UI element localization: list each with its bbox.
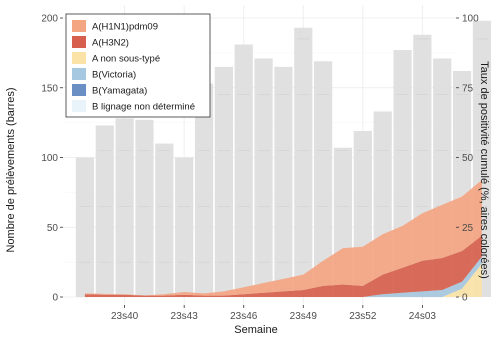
x-tick-label: 23s40: [111, 311, 139, 322]
y-tick-label: 50: [47, 223, 59, 234]
y2-tick-label: 25: [462, 223, 474, 234]
area-series: [84, 179, 482, 296]
legend-swatch: [72, 20, 86, 32]
areas: [84, 179, 482, 297]
y-tick-label: 0: [52, 293, 58, 304]
bar: [274, 66, 293, 297]
legend-label: B(Yamagata): [92, 86, 147, 97]
y2-tick-label: 0: [462, 293, 468, 304]
legend-swatch: [72, 36, 86, 48]
bar: [135, 119, 154, 298]
legend-label: B(Victoria): [92, 70, 136, 81]
legend-swatch: [72, 100, 86, 112]
area-series: [84, 235, 482, 297]
bar: [95, 125, 114, 297]
x-tick-label: 23s49: [290, 311, 318, 322]
x-tick-label: 23s52: [349, 311, 377, 322]
y-tick-label: 150: [41, 83, 58, 94]
legend-label: B lignage non déterminé: [92, 102, 195, 113]
bar: [234, 44, 253, 297]
x-axis-title: Semaine: [234, 324, 277, 336]
x-tick-label: 23s46: [230, 311, 258, 322]
legend-label: A non sous-typé: [92, 54, 160, 65]
bar: [214, 66, 233, 297]
bar: [194, 83, 214, 297]
y2-tick-label: 100: [462, 14, 479, 25]
legend-swatch: [72, 68, 86, 80]
bar: [115, 118, 134, 297]
bar: [254, 58, 273, 297]
legend-label: A(H3N2): [92, 38, 129, 49]
legend-swatch: [72, 84, 86, 96]
y2-tick-label: 75: [462, 83, 474, 94]
legend-box: [65, 13, 211, 118]
bar: [155, 143, 174, 297]
bar: [294, 27, 313, 297]
y-tick-label: 200: [41, 14, 58, 25]
legend: A(H1N1)pdm09 A(H3N2) A non sous-typé B(Vict…: [65, 13, 211, 118]
y2-tick-label: 50: [462, 153, 474, 164]
x-tick-label: 24s03: [409, 311, 437, 322]
axes: 0 50 100 150 200 0 25 50 75 100 23s40 23s43 23s46 23s…: [41, 14, 479, 323]
legend-swatch: [72, 52, 86, 64]
bar: [314, 61, 333, 298]
bar: [75, 157, 95, 297]
bar: [175, 157, 194, 297]
y-axis-title: Nombre de prélèvements (barres): [5, 87, 17, 252]
y-tick-label: 100: [41, 153, 58, 164]
y2-axis-title: Taux de positivité cumulé (%, aires colo…: [478, 61, 490, 279]
area-series: [84, 256, 482, 297]
x-tick-label: 23s43: [171, 311, 199, 322]
legend-label: A(H1N1)pdm09: [92, 22, 158, 33]
